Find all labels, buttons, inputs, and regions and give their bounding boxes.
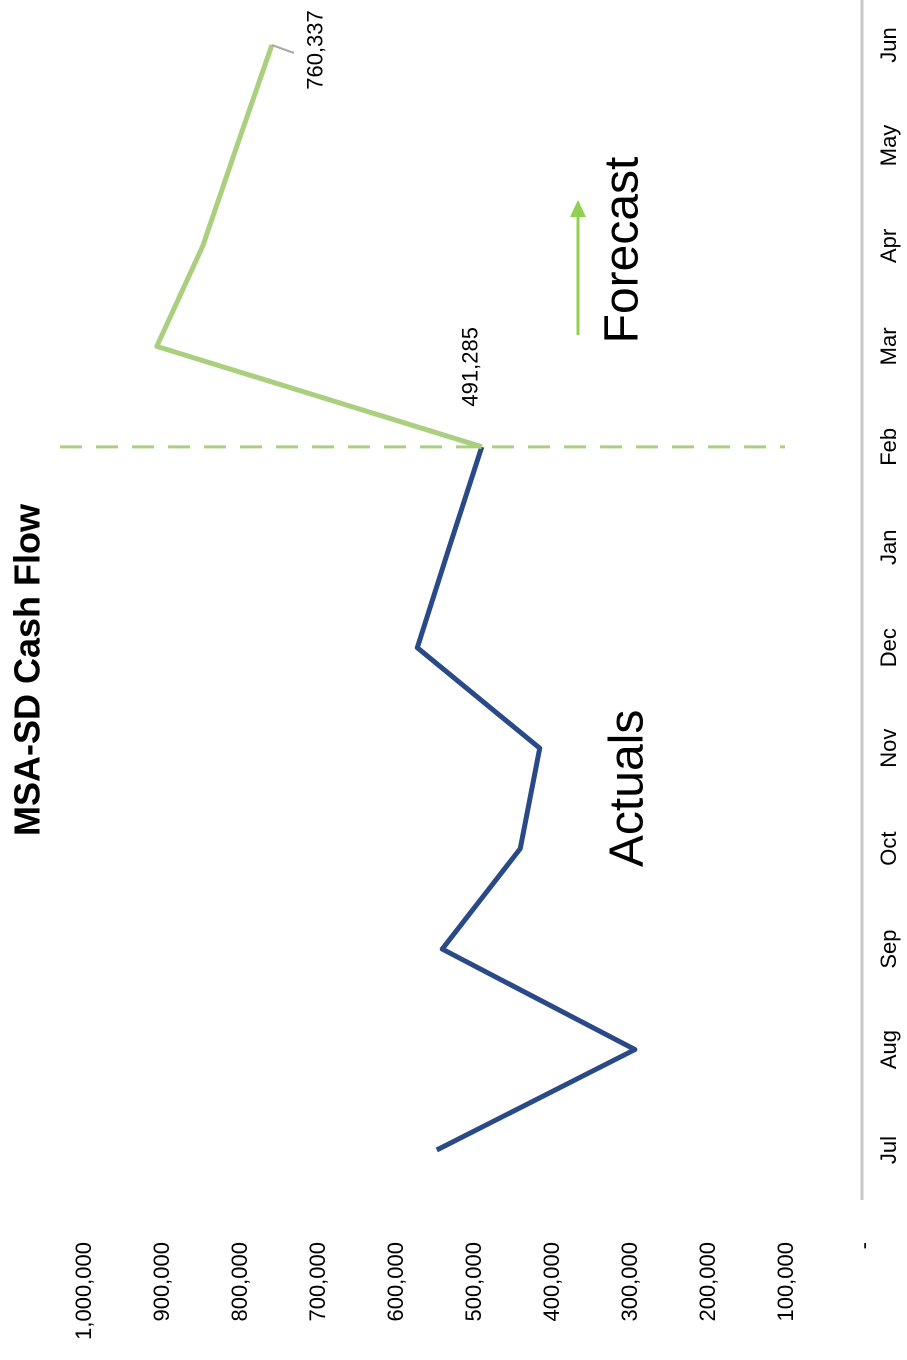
chart-title: MSA-SD Cash Flow [7, 503, 48, 836]
x-tick-label: Feb [876, 428, 901, 466]
leader-line [271, 44, 295, 54]
x-tick-label: Jan [876, 530, 901, 565]
x-tick-label: Aug [876, 1030, 901, 1069]
series-line [414, 446, 638, 1153]
data-label: 760,337 [303, 10, 328, 90]
x-tick-label: May [876, 125, 901, 167]
x-tick-label: Nov [876, 729, 901, 768]
data-label: 491,285 [458, 327, 483, 407]
rotated-chart: MSA-SD Cash Flow - 100,000 200,000 300,000 4… [7, 0, 901, 1340]
y-tick-label: 200,000 [695, 1242, 720, 1322]
y-tick-label: 1,000,000 [71, 1242, 96, 1340]
y-tick-label: - [851, 1242, 876, 1249]
x-tick-label: Dec [876, 628, 901, 667]
y-tick-label: 600,000 [383, 1242, 408, 1322]
series-label: Forecast [596, 157, 649, 344]
y-tick-label: 400,000 [539, 1242, 564, 1322]
y-tick-label: 900,000 [149, 1242, 174, 1322]
x-tick-label: Sep [876, 930, 901, 969]
x-tick-label: Oct [876, 832, 901, 866]
y-tick-label: 500,000 [461, 1242, 486, 1322]
series-line [154, 44, 483, 450]
forecast-arrow-head [570, 200, 586, 217]
x-tick-label: Mar [876, 327, 901, 365]
x-tick-label: Jul [876, 1136, 901, 1164]
y-tick-label: 700,000 [305, 1242, 330, 1322]
y-tick-label: 800,000 [227, 1242, 252, 1322]
x-tick-label: Apr [876, 229, 901, 263]
y-tick-label: 100,000 [773, 1242, 798, 1322]
x-tick-label: Jun [876, 27, 901, 62]
series-label: Actuals [601, 710, 654, 867]
y-tick-label: 300,000 [617, 1242, 642, 1322]
